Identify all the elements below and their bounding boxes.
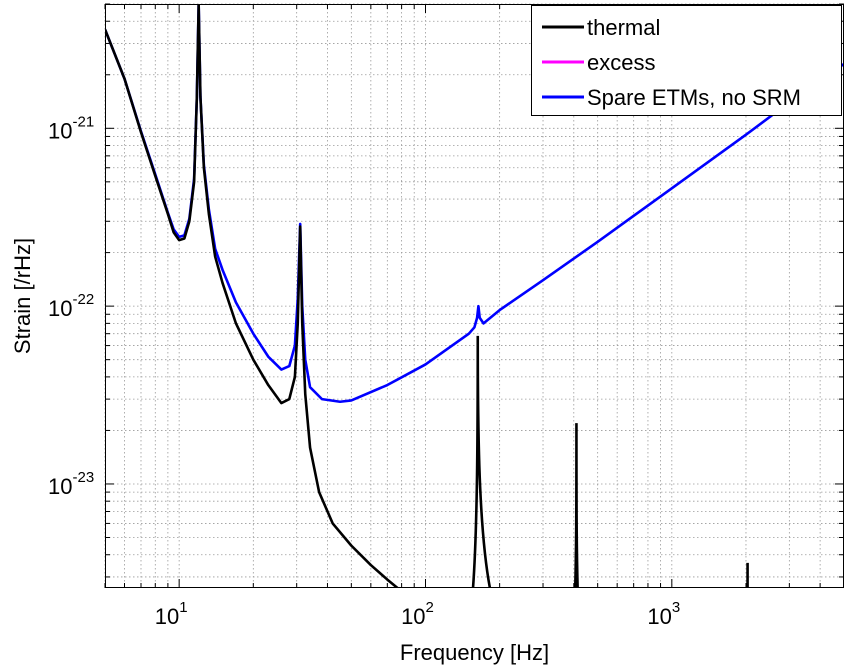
y-tick-base: 10 [48, 474, 72, 499]
x-tick-label: 101 [155, 599, 188, 629]
y-tick-base: 10 [48, 118, 72, 143]
x-axis-label: Frequency [Hz] [400, 640, 549, 665]
series-peak-0 [471, 335, 492, 588]
x-tick-base: 10 [647, 604, 671, 629]
x-tick-exponent: 1 [179, 599, 187, 616]
legend-label-2: Spare ETMs, no SRM [587, 85, 801, 110]
series-line-0 [105, 4, 399, 588]
x-tick-label: 102 [401, 599, 434, 629]
y-tick-label: 10-21 [48, 113, 94, 143]
legend: thermal excess Spare ETMs, no SRM [531, 5, 842, 116]
x-tick-exponent: 2 [426, 599, 434, 616]
y-tick-label: 10-22 [48, 291, 94, 321]
x-tick-label: 103 [647, 599, 680, 629]
y-tick-label: 10-23 [48, 469, 94, 499]
series-peak-0 [746, 562, 749, 588]
series-peak-0 [573, 423, 579, 588]
legend-label-1: excess [587, 50, 655, 75]
legend-label-0: thermal [587, 15, 660, 40]
y-axis-label: Strain [/rHz] [10, 238, 35, 354]
y-tick-exponent: -23 [72, 469, 94, 486]
x-tick-base: 10 [401, 604, 425, 629]
series-layer [105, 4, 844, 588]
x-tick-exponent: 3 [672, 599, 680, 616]
y-tick-exponent: -22 [72, 291, 94, 308]
x-tick-base: 10 [155, 604, 179, 629]
y-tick-exponent: -21 [72, 113, 94, 130]
x-axis-ticks: 101 102 103 [155, 599, 680, 629]
y-tick-base: 10 [48, 296, 72, 321]
